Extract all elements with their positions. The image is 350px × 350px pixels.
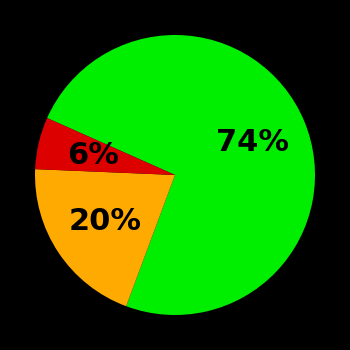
Wedge shape (47, 35, 315, 315)
Text: 74%: 74% (216, 128, 289, 157)
Text: 20%: 20% (69, 207, 141, 236)
Wedge shape (35, 118, 175, 175)
Wedge shape (35, 169, 175, 306)
Text: 6%: 6% (67, 141, 119, 170)
